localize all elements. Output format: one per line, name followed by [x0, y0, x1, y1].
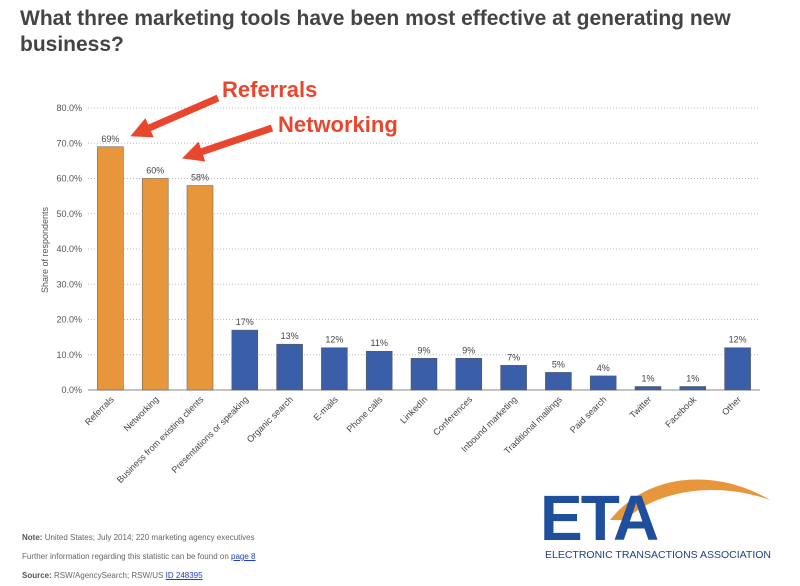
bar — [589, 375, 617, 391]
value-label: 12% — [325, 335, 343, 345]
y-tick-label: 60.0% — [56, 174, 82, 184]
bar — [231, 329, 259, 391]
source-text: RSW/AgencySearch; RSW/US — [54, 571, 164, 580]
logo-name: ELECTRONIC TRANSACTIONS ASSOCIATION — [545, 549, 771, 561]
value-label: 13% — [281, 331, 299, 341]
x-tick-label: Organic search — [245, 394, 295, 444]
x-tick-label: Business from existing clients — [115, 394, 206, 485]
bar — [724, 347, 751, 391]
value-label: 12% — [729, 335, 747, 345]
page-link[interactable]: page 8 — [231, 552, 256, 561]
bar — [500, 365, 527, 391]
y-tick-label: 0.0% — [61, 385, 82, 395]
annotation: Networking — [278, 112, 398, 137]
bar — [365, 350, 393, 391]
value-label: 69% — [101, 134, 119, 144]
bar — [141, 178, 169, 391]
logo-mark: ETA — [540, 482, 658, 554]
plot: 0.0% 10.0% 20.0% 30.0% 40.0% 50.0% 60.0% 70.0% 8… — [56, 103, 760, 485]
value-label: 9% — [417, 345, 430, 355]
x-tick-label: E-mails — [312, 394, 341, 423]
bar — [634, 386, 662, 391]
source-link[interactable]: ID 248395 — [165, 571, 203, 580]
bar — [545, 372, 572, 391]
bar — [455, 358, 483, 391]
y-axis-label: Share of respondents — [40, 206, 50, 293]
bar — [276, 343, 303, 391]
bar — [410, 358, 438, 391]
note: Note: United States; July 2014; 220 mark… — [22, 533, 255, 542]
x-tick-label: Referrals — [83, 394, 116, 427]
bar — [186, 185, 214, 391]
bar — [679, 386, 707, 391]
value-label: 1% — [686, 373, 699, 383]
arrow — [182, 124, 274, 162]
logo-swoosh — [610, 479, 770, 520]
value-label: 17% — [236, 317, 254, 327]
y-tick-label: 30.0% — [56, 279, 82, 289]
y-tick-label: 20.0% — [56, 315, 82, 325]
y-tick-label: 80.0% — [56, 103, 82, 113]
x-tick-label: Networking — [122, 394, 161, 433]
value-label: 5% — [552, 359, 565, 369]
x-tick-label: LinkedIn — [398, 394, 429, 425]
value-label: 4% — [597, 363, 610, 373]
y-tick-label: 40.0% — [56, 244, 82, 254]
x-tick-label: Facebook — [663, 394, 698, 429]
y-tick-label: 70.0% — [56, 138, 82, 148]
bar — [321, 347, 348, 391]
value-label: 7% — [507, 352, 520, 362]
note-label: Note: — [22, 533, 43, 542]
value-label: 58% — [191, 173, 209, 183]
note-text: United States; July 2014; 220 marketing … — [44, 533, 255, 542]
further: Further information regarding this stati… — [22, 552, 255, 561]
source-label: Source: — [22, 571, 52, 580]
source: Source: RSW/AgencySearch; RSW/US ID 2483… — [22, 571, 203, 580]
y-tick-label: 10.0% — [56, 350, 82, 360]
value-label: 1% — [641, 373, 654, 383]
x-tick-label: Twitter — [628, 394, 654, 420]
arrow — [130, 94, 220, 138]
bar — [97, 146, 124, 391]
x-tick-label: Conferences — [431, 394, 475, 438]
annotation: Referrals — [222, 77, 317, 102]
x-tick-label: Other — [720, 394, 743, 417]
chart-title: What three marketing tools have been mos… — [20, 7, 731, 56]
x-tick-label: Paid search — [568, 394, 609, 435]
value-label: 11% — [371, 338, 388, 348]
further-text: Further information regarding this stati… — [22, 552, 229, 561]
x-tick-label: Presentations or speaking — [170, 394, 251, 475]
x-tick-label: Phone calls — [345, 394, 385, 434]
value-label: 60% — [146, 166, 164, 176]
value-label: 9% — [462, 345, 475, 355]
y-tick-label: 50.0% — [56, 209, 82, 219]
